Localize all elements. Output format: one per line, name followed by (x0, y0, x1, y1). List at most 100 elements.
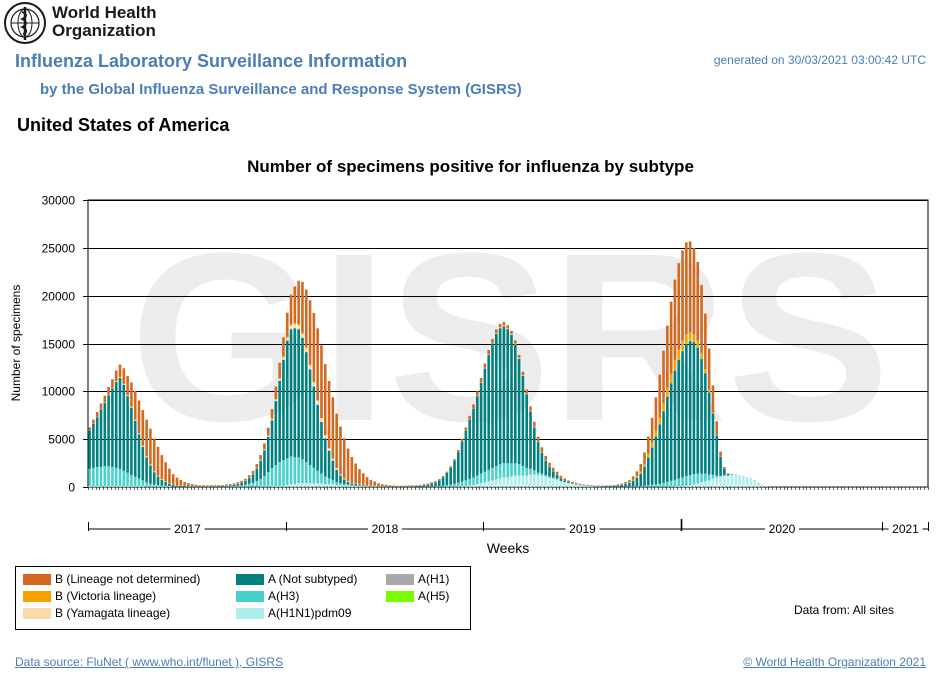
bar-segment-a-not-subtyped (164, 481, 167, 486)
bar-segment-b-lineage-nd (635, 471, 639, 477)
bar-segment-b-lineage-nd (574, 482, 578, 484)
bar-segment-b-lineage-nd (263, 443, 266, 450)
bar-segment-b-lineage-nd (502, 321, 506, 326)
bar-segment-a-not-subtyped (692, 342, 696, 475)
bar-segment-b-lineage-nd (392, 485, 395, 487)
bar-segment-a-not-subtyped (247, 478, 251, 484)
bar-segment-a-not-subtyped (464, 430, 468, 481)
bar-segment-b-lineage-nd (711, 385, 715, 413)
bar-segment-a-h1n1pdm09 (293, 484, 297, 487)
bar-segment-a-h3 (327, 478, 331, 485)
bar-segment-b-lineage-nd (688, 241, 692, 333)
bar-segment-b-lineage-nd (654, 397, 658, 431)
bar-segment-b-yamagata (263, 449, 266, 451)
bars-group (88, 241, 928, 487)
bar-segment-b-lineage-nd (187, 483, 190, 486)
bar-segment-b-lineage-nd (430, 482, 433, 484)
bar-segment-a-not-subtyped (358, 484, 361, 486)
bar-segment-a-h3 (487, 469, 490, 482)
copyright-link[interactable]: © World Health Organization 2021 (743, 655, 926, 669)
bar-segment-a-not-subtyped (685, 343, 688, 476)
bar-segment-b-lineage-nd (198, 485, 202, 487)
bar-segment-a-not-subtyped (312, 386, 316, 468)
bar-segment-b-lineage-nd (247, 475, 251, 478)
bar-segment-a-not-subtyped (111, 388, 114, 467)
bar-segment-a-h1n1pdm09 (529, 474, 532, 487)
bar-segment-b-yamagata (149, 464, 152, 466)
bar-segment-a-h3 (335, 482, 338, 486)
bar-segment-a-h1n1pdm09 (487, 481, 490, 487)
bar-segment-b-yamagata (259, 460, 262, 461)
legend-label: B (Lineage not determined) (55, 572, 201, 586)
bar-segment-a-not-subtyped (726, 474, 730, 476)
bar-segment-b-lineage-nd (209, 485, 213, 486)
bar-segment-b-yamagata (517, 358, 521, 359)
bar-segment-a-h3 (472, 477, 475, 486)
bar-segment-a-h1n1pdm09 (126, 486, 129, 487)
bar-segment-a-h3 (331, 479, 335, 485)
bar-segment-a-h3 (643, 485, 646, 487)
data-source-link[interactable]: Data source: FluNet ( www.who.int/flunet… (15, 655, 284, 669)
bar-segment-a-h3 (495, 465, 498, 480)
bar-segment-a-not-subtyped (563, 480, 567, 482)
bar-segment-a-not-subtyped (365, 485, 369, 487)
bar-segment-b-victoria (669, 373, 673, 384)
bar-segment-b-lineage-nd (308, 300, 312, 365)
bar-segment-a-h1n1pdm09 (361, 486, 365, 487)
bar-segment-b-victoria (688, 332, 692, 341)
bar-segment-b-lineage-nd (399, 485, 403, 487)
bar-segment-b-yamagata (297, 325, 300, 330)
bar-segment-b-lineage-nd (631, 476, 635, 480)
bar-segment-a-h3 (111, 466, 114, 487)
bar-segment-a-not-subtyped (620, 484, 624, 487)
bar-segment-b-lineage-nd (285, 312, 289, 337)
bar-segment-a-not-subtyped (297, 329, 300, 458)
bar-segment-b-lineage-nd (521, 371, 525, 376)
bar-segment-a-not-subtyped (468, 419, 471, 479)
who-logo-text: World Health Organization (52, 4, 157, 40)
legend-item-b-victoria: B (Victoria lineage) (23, 589, 156, 603)
bar-segment-a-not-subtyped (270, 420, 274, 469)
bar-segment-a-not-subtyped (536, 442, 540, 473)
bar-segment-a-h3 (696, 473, 700, 484)
bar-segment-b-lineage-nd (639, 464, 643, 472)
bar-segment-b-lineage-nd (346, 448, 350, 482)
bar-segment-a-h1n1pdm09 (574, 484, 578, 487)
bar-segment-a-h1n1pdm09 (114, 486, 118, 487)
bar-segment-b-lineage-nd (202, 485, 205, 487)
bar-segment-a-h1n1pdm09 (483, 482, 487, 487)
bar-segment-a-not-subtyped (605, 486, 608, 487)
bar-segment-b-victoria (639, 471, 643, 474)
bar-segment-b-yamagata (320, 418, 323, 422)
bar-segment-b-lineage-nd (301, 281, 304, 333)
bar-segment-b-yamagata (137, 433, 141, 435)
org-name-line1: World Health (52, 3, 157, 22)
bar-segment-a-h3 (247, 483, 251, 487)
bar-segment-a-h3 (510, 463, 513, 477)
x-year-label: 2017 (174, 522, 201, 536)
bar-segment-a-h3 (456, 482, 460, 487)
bar-segment-a-not-subtyped (658, 424, 662, 484)
bar-segment-a-h1n1pdm09 (704, 481, 707, 487)
bar-segment-b-lineage-nd (552, 467, 555, 472)
legend-label: A(H1) (418, 572, 450, 586)
bar-segment-b-victoria (647, 453, 650, 458)
bar-segment-b-victoria (700, 352, 703, 359)
bar-segment-a-not-subtyped (323, 438, 327, 477)
bar-segment-a-h3 (149, 483, 152, 487)
bar-segment-a-h1n1pdm09 (590, 486, 593, 487)
x-year-label: 2021 (892, 522, 919, 536)
bar-segment-a-h3 (681, 477, 684, 487)
bar-segment-b-lineage-nd (183, 482, 186, 486)
bar-segment-b-yamagata (285, 337, 289, 341)
bar-segment-b-victoria (304, 346, 308, 349)
bar-segment-b-lineage-nd (99, 403, 103, 410)
bar-segment-b-victoria (285, 336, 289, 338)
bar-segment-a-not-subtyped (422, 485, 426, 487)
bar-segment-b-yamagata (335, 468, 338, 470)
bar-segment-a-h3 (654, 484, 658, 487)
bar-segment-a-h3 (719, 475, 722, 477)
bar-segment-a-not-subtyped (236, 483, 240, 486)
bar-segment-a-not-subtyped (282, 359, 285, 461)
who-logo: World Health Organization (2, 0, 182, 46)
